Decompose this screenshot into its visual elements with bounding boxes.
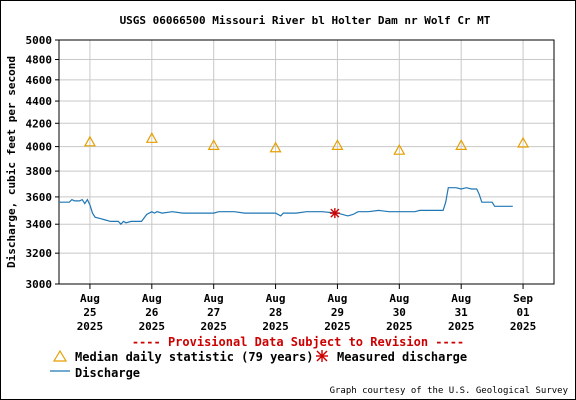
- x-tick-label: Aug: [142, 292, 162, 305]
- median-point: [83, 135, 96, 147]
- y-axis-ticks: 3000 3200 3400 3600 3800 4000 4200 4400 4600 4800…: [26, 34, 59, 291]
- x-tick-label: Aug: [451, 292, 471, 305]
- y-tick-label: 4200: [26, 117, 53, 130]
- x-tick-label: Sep: [513, 292, 533, 305]
- discharge-series-line: [59, 187, 513, 226]
- measured-point: [329, 208, 340, 219]
- x-tick-label: Aug: [328, 292, 348, 305]
- x-tick-label: Aug: [204, 292, 224, 305]
- y-tick-label: 3000: [26, 278, 53, 291]
- chart-grid: [59, 40, 554, 284]
- x-tick-label: 2025: [510, 320, 537, 333]
- legend: Median daily statistic (79 years) Measur…: [50, 349, 467, 380]
- x-tick-label: 29: [331, 306, 344, 319]
- legend-median-triangle-icon: [52, 349, 68, 362]
- median-point: [207, 139, 220, 150]
- x-tick-label: 25: [83, 306, 96, 319]
- y-tick-label: 4000: [26, 141, 53, 154]
- median-point: [393, 143, 406, 155]
- y-tick-label: 4600: [26, 74, 53, 87]
- x-tick-label: 2025: [324, 320, 351, 333]
- x-tick-label: 2025: [386, 320, 413, 333]
- x-axis-ticks: Aug252025Aug262025Aug272025Aug282025Aug2…: [77, 284, 537, 333]
- x-tick-label: 30: [393, 306, 406, 319]
- series-layer: [59, 132, 530, 226]
- graph-credit: Graph courtesy of the U.S. Geological Su…: [330, 386, 569, 396]
- y-tick-label: 3200: [26, 247, 53, 260]
- y-tick-label: 5000: [26, 34, 53, 47]
- legend-median-label: Median daily statistic (79 years): [75, 350, 313, 364]
- x-tick-label: 2025: [200, 320, 227, 333]
- legend-measured-label: Measured discharge: [337, 350, 467, 364]
- x-tick-label: Aug: [389, 292, 409, 305]
- y-tick-label: 3400: [26, 218, 53, 231]
- x-tick-label: 27: [207, 306, 220, 319]
- x-tick-label: 31: [455, 306, 469, 319]
- x-tick-label: Aug: [80, 292, 100, 305]
- x-tick-label: 2025: [77, 320, 104, 333]
- y-tick-label: 3800: [26, 165, 53, 178]
- legend-discharge-label: Discharge: [75, 366, 140, 380]
- x-tick-label: 2025: [448, 320, 475, 333]
- x-tick-label: 01: [516, 306, 530, 319]
- median-point: [269, 141, 282, 153]
- median-point: [455, 139, 468, 150]
- x-tick-label: 2025: [139, 320, 166, 333]
- y-tick-label: 4400: [26, 95, 53, 108]
- median-point: [331, 139, 344, 150]
- provisional-notice: ---- Provisional Data Subject to Revisio…: [132, 335, 464, 349]
- x-tick-label: 26: [145, 306, 159, 319]
- chart-title: USGS 06066500 Missouri River bl Holter D…: [120, 14, 491, 27]
- median-point: [517, 136, 530, 148]
- legend-measured-asterisk-icon: [316, 350, 328, 362]
- y-tick-label: 4800: [26, 53, 53, 66]
- y-axis-label: Discharge, cubic feet per second: [5, 56, 18, 268]
- plot-border: [58, 39, 555, 285]
- x-tick-label: 28: [269, 306, 282, 319]
- y-tick-label: 3600: [26, 191, 53, 204]
- x-tick-label: 2025: [262, 320, 289, 333]
- x-tick-label: Aug: [266, 292, 286, 305]
- median-point: [145, 132, 158, 143]
